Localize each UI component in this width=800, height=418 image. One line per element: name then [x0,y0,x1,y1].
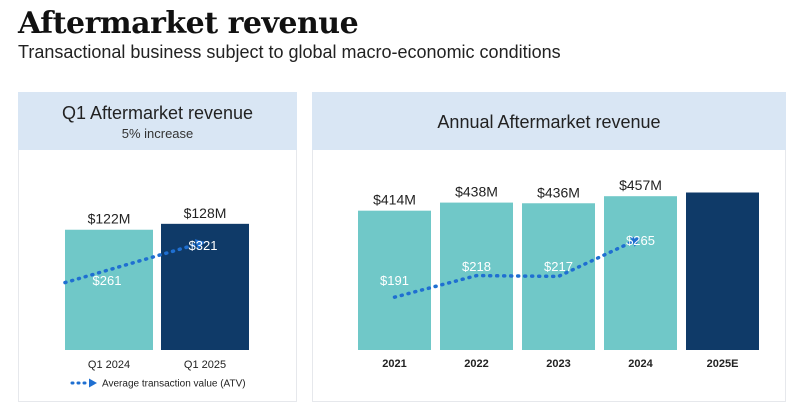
category-label: 2022 [464,358,488,370]
bar-value-label: $457M [619,177,662,193]
page-subtitle: Transactional business subject to global… [18,42,561,62]
legend-atv-arrow-icon [89,378,97,388]
q1-chart-panel: Q1 Aftermarket revenue 5% increase $122M… [18,92,297,402]
bar-2025e [686,192,759,350]
bar-value-label: $122M [88,211,131,227]
atv-arrowhead [630,236,641,247]
atv-value-label: $191 [380,273,409,288]
atv-value-label: $265 [626,233,655,248]
atv-trend-line [392,240,635,299]
category-label: 2023 [546,358,570,370]
annual-chart-panel: Annual Aftermarket revenue $414M 2021 $438… [312,92,786,402]
atv-value-label: $261 [93,273,122,288]
legend-atv-label: Average transaction value (ATV) [102,379,246,390]
bar-value-label: $438M [455,184,498,200]
category-label: 2024 [628,358,653,370]
annual-chart-title: Annual Aftermarket revenue [437,112,661,132]
q1-chart-subtitle: 5% increase [121,126,194,141]
annual-chart-header: Annual Aftermarket revenue [312,92,786,150]
atv-trend-line [63,242,199,285]
category-label: Q1 2025 [184,359,226,371]
annual-chart: $414M 2021 $438M 2022 $436M 2023 $457M 2024 2025… [358,177,759,370]
category-label: 2025E [707,358,739,370]
category-label: Q1 2024 [88,359,130,371]
page-title: Aftermarket revenue [18,6,359,41]
atv-value-label: $217 [544,259,573,274]
bar-value-label: $414M [373,192,416,208]
bar-2021 [358,210,431,350]
bar-2024 [604,196,677,350]
bar-q1-2025 [161,223,249,350]
q1-chart-title: Q1 Aftermarket revenue [61,103,254,123]
bar-value-label: $128M [184,205,227,221]
bar-q1-2024 [65,229,153,350]
atv-arrowhead [194,239,205,250]
atv-value-label: $218 [462,259,491,274]
atv-value-label: $321 [189,238,218,253]
q1-chart-header: Q1 Aftermarket revenue 5% increase [18,92,297,150]
category-label: 2021 [382,358,406,370]
q1-chart: $122M Q1 2024 $128M Q1 2025 $261 $321 Average … [63,205,249,390]
bar-value-label: $436M [537,184,580,200]
